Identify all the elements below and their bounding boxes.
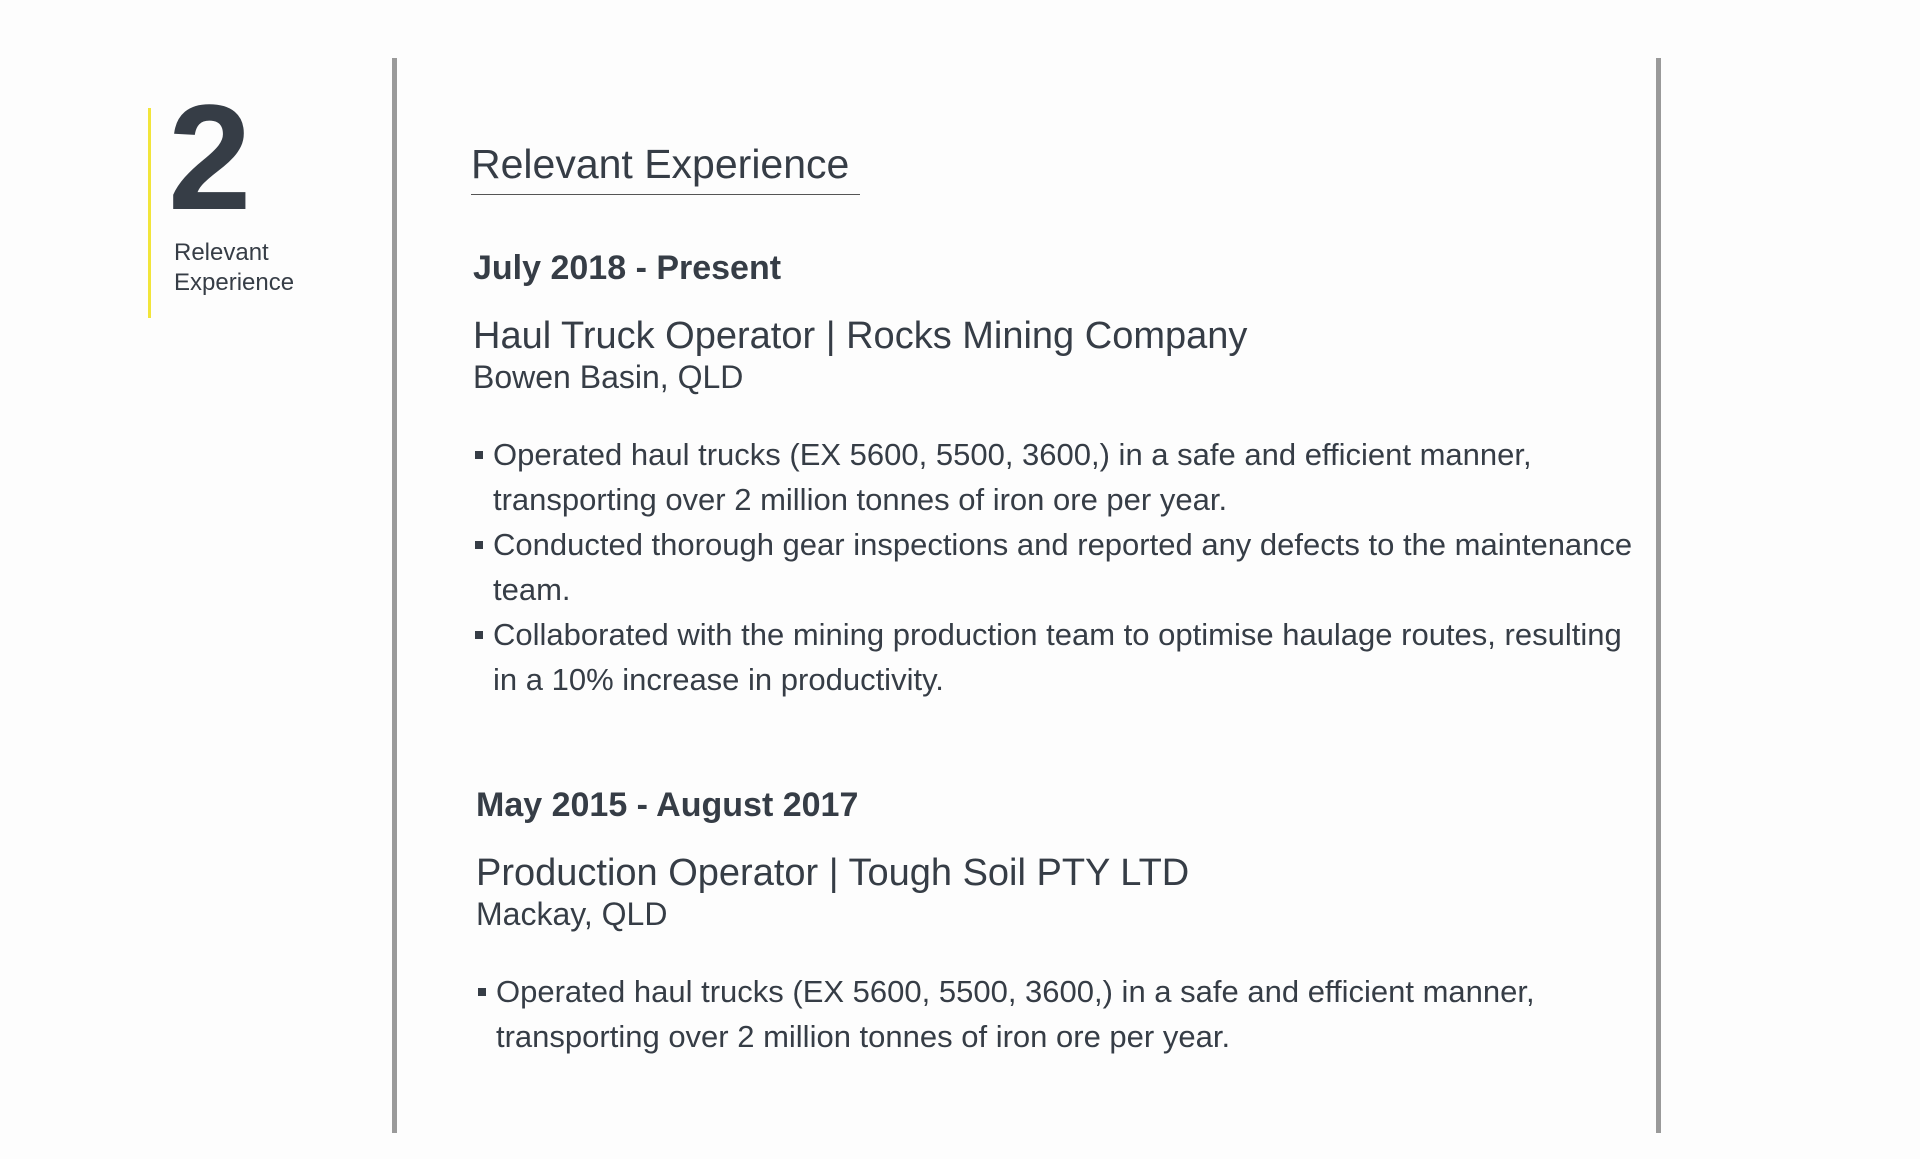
section-title: Relevant Experience: [471, 140, 860, 195]
divider: [1656, 58, 1661, 1133]
accent-bar: [148, 108, 151, 318]
sidebar-label: Relevant Experience: [174, 239, 295, 296]
job-dates: May 2015 - August 2017: [476, 786, 859, 824]
job-title: Haul Truck Operator | Rocks Mining Compa…: [473, 315, 1248, 357]
bullet-item: Operated haul trucks (EX 5600, 5500, 360…: [473, 432, 1633, 522]
bullet-item: Operated haul trucks (EX 5600, 5500, 360…: [476, 969, 1636, 1059]
bullet-item: Conducted thorough gear inspections and …: [473, 522, 1633, 612]
divider: [392, 58, 397, 1133]
bullet-item: Collaborated with the mining production …: [473, 612, 1633, 702]
job-title: Production Operator | Tough Soil PTY LTD: [476, 852, 1190, 894]
job: July 2018 - Present Haul Truck Operator |…: [473, 248, 1633, 702]
job: May 2015 - August 2017 Production Operato…: [476, 785, 1636, 1059]
job-location: Mackay, QLD: [476, 896, 668, 932]
job-dates: July 2018 - Present: [473, 249, 782, 287]
job-location: Bowen Basin, QLD: [473, 359, 744, 395]
section-number: 2: [168, 73, 251, 241]
bullet-list: Operated haul trucks (EX 5600, 5500, 360…: [473, 432, 1633, 702]
bullet-list: Operated haul trucks (EX 5600, 5500, 360…: [476, 969, 1636, 1059]
